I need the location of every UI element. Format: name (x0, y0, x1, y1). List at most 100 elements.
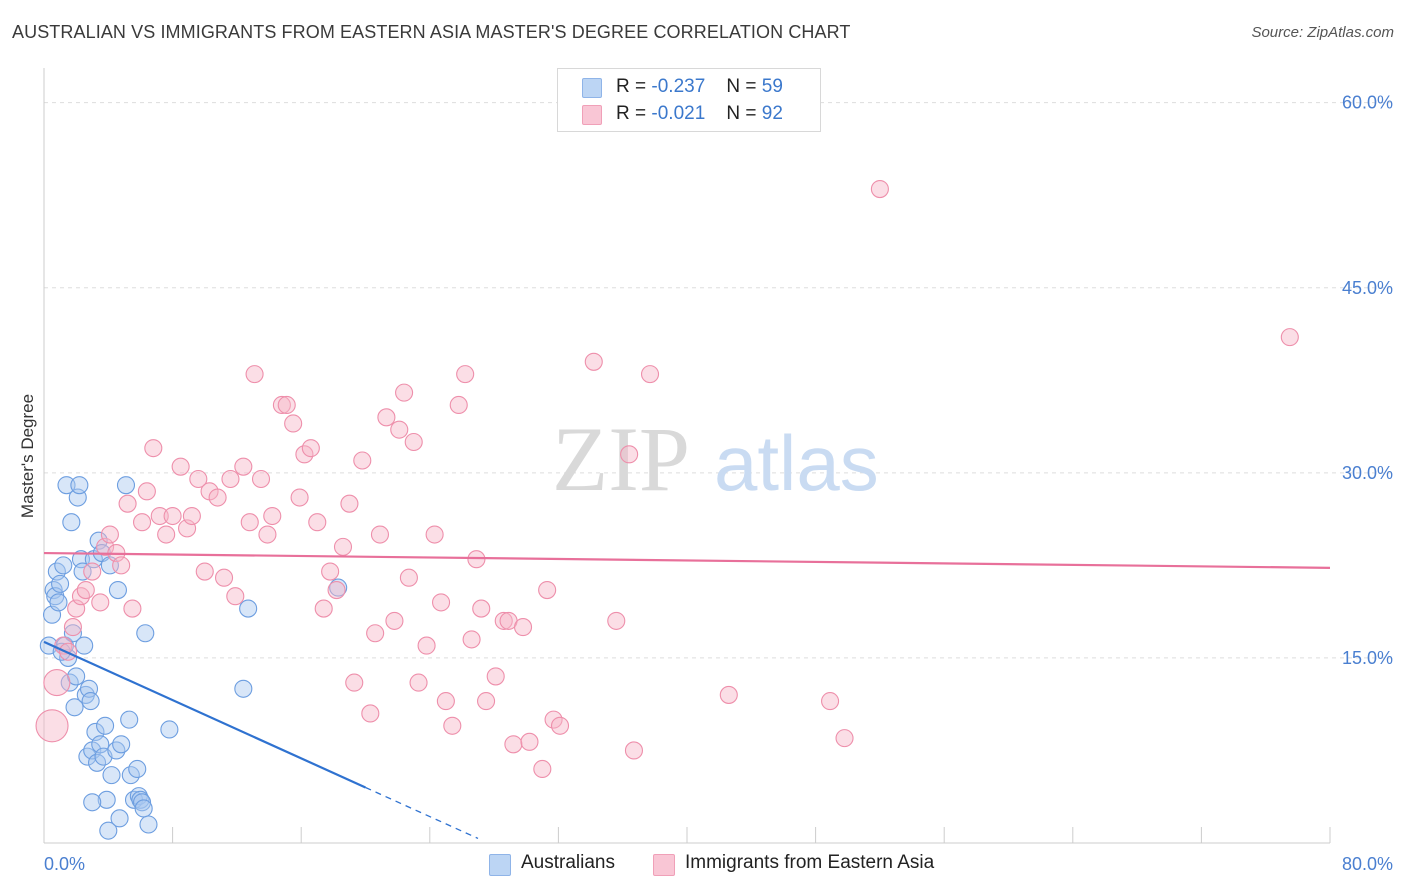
australians-point (128, 759, 147, 779)
legend-label-immigrants: Immigrants from Eastern Asia (685, 852, 935, 873)
immigrants-point (395, 383, 414, 402)
australians-point (112, 735, 131, 754)
immigrants-point (366, 624, 385, 643)
australians-point (62, 513, 81, 532)
immigrants-point (251, 469, 271, 489)
australians-point (239, 599, 258, 618)
immigrants-point (520, 732, 539, 751)
x-tick-label: 0.0% (44, 854, 85, 874)
immigrants-point (821, 692, 840, 711)
australians-point (67, 667, 86, 686)
immigrants-point (189, 469, 208, 489)
stats-legend: R = -0.237 N = 59 R = -0.021 N = 92 (557, 68, 821, 132)
immigrants-point (385, 611, 404, 630)
immigrants-point (284, 414, 303, 433)
y-tick-label: 45.0% (1342, 278, 1393, 298)
australians-point (70, 476, 89, 495)
immigrants-point (144, 439, 163, 458)
immigrants-point (370, 525, 390, 544)
legend-n-label: N = (726, 76, 757, 97)
immigrants-point (123, 599, 142, 618)
immigrants-point (477, 692, 496, 711)
australians-point (160, 720, 179, 739)
y-tick-label: 30.0% (1342, 463, 1393, 483)
immigrants-point (272, 395, 291, 415)
axes (43, 68, 1331, 844)
immigrants-point (240, 513, 259, 532)
immigrants-point (221, 469, 240, 489)
immigrants-point (163, 506, 182, 526)
source-label: Source: ZipAtlas.com (1251, 24, 1394, 41)
immigrants-point (277, 395, 296, 415)
legend-swatch-pink (653, 854, 675, 876)
australians-point (133, 793, 152, 812)
australians-point (97, 790, 116, 809)
immigrants-point (91, 593, 110, 612)
immigrants-point (301, 439, 320, 458)
legend-r-value: -0.237 (651, 76, 706, 97)
legend-n-value: 59 (761, 76, 783, 97)
australians-point (110, 809, 129, 828)
australians-point (57, 476, 76, 495)
immigrants-point (157, 525, 176, 544)
immigrants-point (333, 537, 353, 556)
australians-point (51, 574, 70, 593)
watermark-zip: ZIP (552, 408, 690, 510)
immigrants-point (494, 611, 513, 630)
legend-swatch-blue (582, 78, 602, 98)
immigrants-point (100, 525, 119, 544)
immigrants-point (353, 451, 372, 470)
immigrants-point (472, 599, 491, 618)
australians-point (49, 593, 68, 612)
immigrants-point (345, 673, 364, 692)
immigrants-point (417, 636, 436, 655)
immigrants-point (550, 716, 570, 735)
legend-r-value: -0.021 (651, 103, 706, 124)
immigrants-point (245, 365, 264, 384)
chart-title: AUSTRALIAN VS IMMIGRANTS FROM EASTERN AS… (12, 22, 851, 42)
legend-swatch-pink (582, 105, 602, 125)
legend-r-label: R = (616, 103, 647, 124)
australians-point (108, 581, 127, 600)
immigrants-point (719, 685, 738, 704)
watermark-atlas: atlas (714, 419, 879, 507)
y-axis-label: Master's Degree (18, 394, 37, 518)
legend-swatch-blue (489, 854, 511, 876)
australians-trend-line (43, 640, 366, 789)
immigrants-point (314, 599, 333, 618)
immigrants-trend-line (43, 551, 1331, 569)
immigrants-point (43, 669, 71, 697)
immigrants-point (171, 457, 190, 476)
immigrants-point (504, 735, 523, 754)
tick-labels: 15.0% 30.0% 45.0% 60.0% 0.0% 80.0% (44, 93, 1393, 874)
australians-point (116, 476, 136, 495)
trend-lines (43, 551, 1331, 840)
australians-point (139, 815, 158, 834)
immigrants-point (640, 365, 660, 384)
australians-points (39, 476, 348, 840)
immigrants-point (436, 692, 455, 711)
australians-point (120, 710, 139, 729)
legend-n-value: 92 (761, 103, 783, 124)
australians-point (78, 747, 97, 766)
australians-point (73, 562, 92, 581)
immigrants-point (150, 506, 169, 526)
australians-point (102, 766, 121, 785)
immigrants-point (584, 352, 603, 371)
australians-point (83, 793, 102, 812)
immigrants-point (361, 704, 380, 723)
australians-point (75, 636, 94, 655)
immigrants-point (533, 759, 552, 779)
australians-point (96, 716, 115, 735)
immigrants-point (377, 408, 396, 427)
immigrants-point (467, 550, 486, 569)
x-tick-label: 80.0% (1342, 854, 1393, 874)
immigrants-point (449, 395, 468, 415)
australians-point (134, 799, 153, 818)
immigrants-point (620, 445, 639, 464)
australians-point (136, 624, 155, 643)
immigrants-point (425, 525, 444, 544)
immigrants-point (258, 525, 277, 544)
immigrants-point (226, 587, 245, 606)
immigrants-point (112, 556, 131, 575)
